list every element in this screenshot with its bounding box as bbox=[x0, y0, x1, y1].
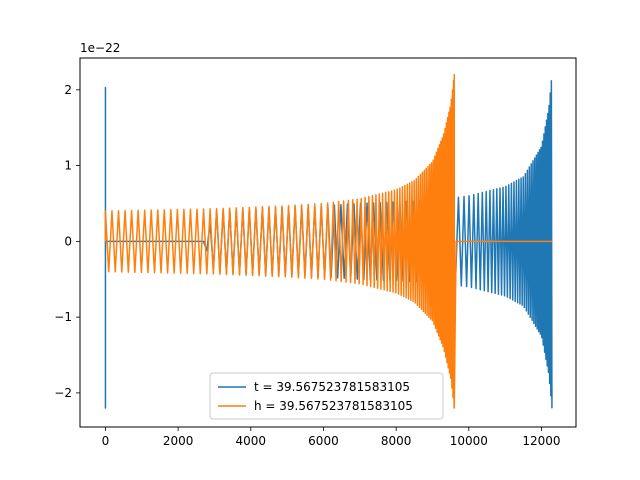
y-axis: −2 −1 0 1 2 bbox=[54, 83, 80, 400]
x-tick-label: 4000 bbox=[236, 434, 267, 448]
x-tick-label: 10000 bbox=[450, 434, 488, 448]
x-axis: 0 2000 4000 6000 8000 10000 12000 bbox=[102, 427, 561, 448]
x-tick-label: 0 bbox=[102, 434, 110, 448]
plot-area bbox=[104, 73, 553, 409]
legend: t = 39.567523781583105 h = 39.56752378158… bbox=[209, 372, 444, 420]
legend-label: t = 39.567523781583105 bbox=[254, 380, 410, 394]
y-tick-label: 1 bbox=[64, 159, 72, 173]
y-tick-label: −2 bbox=[54, 386, 72, 400]
x-tick-label: 12000 bbox=[522, 434, 560, 448]
x-tick-label: 6000 bbox=[308, 434, 339, 448]
y-offset-label: 1e−22 bbox=[80, 41, 120, 55]
x-tick-label: 8000 bbox=[381, 434, 412, 448]
y-tick-label: 2 bbox=[64, 83, 72, 97]
series-h-line bbox=[104, 73, 552, 409]
legend-label: h = 39.567523781583105 bbox=[254, 399, 413, 413]
legend-box bbox=[209, 372, 444, 420]
x-tick-label: 2000 bbox=[163, 434, 194, 448]
y-tick-label: −1 bbox=[54, 310, 72, 324]
y-tick-label: 0 bbox=[64, 234, 72, 248]
axes-frame bbox=[79, 57, 577, 428]
